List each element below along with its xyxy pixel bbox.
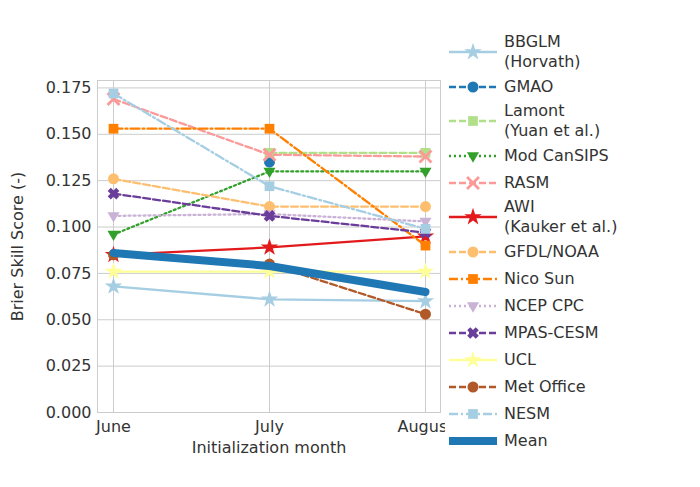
html-text:GFDL/NOAA: GFDL/NOAA xyxy=(504,241,599,261)
svg-text:0.175: 0.175 xyxy=(46,78,92,97)
html-text:Mean: Mean xyxy=(504,430,548,450)
svg-text:0.125: 0.125 xyxy=(46,171,92,190)
svg-text:0.150: 0.150 xyxy=(46,124,92,143)
svg-text:June: June xyxy=(95,417,131,436)
html-text:Lamont (Yuan et al.): Lamont (Yuan et al.) xyxy=(504,101,601,140)
html-text:BBGLM (Horvath): BBGLM (Horvath) xyxy=(504,32,581,71)
html-text:MPAS-CESM: MPAS-CESM xyxy=(504,322,599,342)
html-text:GMAO: GMAO xyxy=(504,76,554,96)
svg-text:Brier Skill Score (-): Brier Skill Score (-) xyxy=(8,172,27,322)
svg-text:July: July xyxy=(254,417,284,436)
html-text:AWI (Kauker et al.): AWI (Kauker et al.) xyxy=(504,197,618,236)
svg-text:0.100: 0.100 xyxy=(46,217,92,236)
svg-text:0.025: 0.025 xyxy=(46,356,92,375)
svg-text:Initialization month: Initialization month xyxy=(192,438,347,457)
html-text:Nico Sun: Nico Sun xyxy=(504,268,575,288)
svg-text:0.000: 0.000 xyxy=(46,403,92,422)
html-text:NESM: NESM xyxy=(504,403,550,423)
html-text:NCEP CPC: NCEP CPC xyxy=(504,295,584,315)
html-text:RASM: RASM xyxy=(504,172,550,192)
html-text:Mod CanSIPS: Mod CanSIPS xyxy=(504,145,609,165)
html-text:Met Office: Met Office xyxy=(504,376,586,396)
html-text:UCL: UCL xyxy=(504,349,536,369)
svg-text:August: August xyxy=(398,417,446,436)
svg-text:0.075: 0.075 xyxy=(46,264,92,283)
svg-text:0.050: 0.050 xyxy=(46,310,92,329)
